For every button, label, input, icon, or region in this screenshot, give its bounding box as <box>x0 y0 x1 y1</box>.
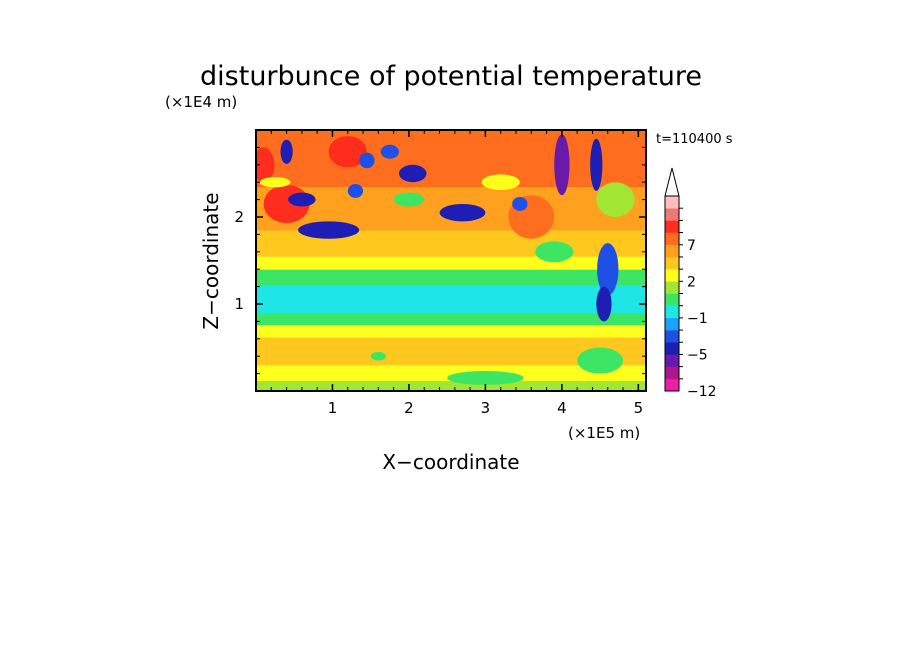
colorbar-swatch <box>665 196 679 209</box>
contour-features <box>256 130 635 385</box>
x-tick-label: 2 <box>404 399 414 417</box>
contour-feature <box>347 183 364 198</box>
contour-feature <box>481 174 520 191</box>
contour-band <box>256 380 646 391</box>
contour-band <box>256 324 646 338</box>
colorbar-swatch <box>665 232 679 246</box>
y-tick-label: 2 <box>234 208 244 226</box>
contour-feature <box>535 241 574 263</box>
y-unit-label: (×1E4 m) <box>165 93 237 111</box>
contour-feature <box>370 351 386 361</box>
contour-feature <box>554 134 570 196</box>
contour-feature <box>439 203 486 222</box>
colorbar-label: −5 <box>687 347 708 363</box>
colorbar-label: 7 <box>687 238 696 254</box>
colorbar-swatch <box>665 342 679 355</box>
contour-feature <box>280 139 293 164</box>
colorbar-label: 2 <box>687 274 696 290</box>
colorbar-swatch <box>665 354 679 367</box>
contour-band <box>256 256 646 270</box>
colorbar-swatch <box>665 208 679 221</box>
colorbar-swatch <box>665 317 679 331</box>
contour-feature <box>393 192 425 207</box>
y-axis-label: Z−coordinate <box>199 192 223 329</box>
plot-area <box>256 130 646 391</box>
contour-feature <box>597 243 619 296</box>
chart-title: disturbunce of potential temperature <box>200 61 702 92</box>
colorbar-swatch <box>665 244 679 258</box>
contour-band <box>256 364 646 382</box>
colorbar-swatch <box>665 366 679 380</box>
colorbar-swatch <box>665 269 679 282</box>
x-axis-ticks: 1 2 3 4 5 <box>270 130 644 417</box>
x-tick-label: 1 <box>328 399 338 417</box>
colorbar-label: −1 <box>687 311 708 327</box>
plot-frame <box>255 129 647 392</box>
colorbar-swatch <box>665 293 679 306</box>
colorbar-extend-arrow <box>664 167 680 197</box>
y-axis-ticks: 12 <box>234 146 646 375</box>
x-unit-label: (×1E5 m) <box>568 424 640 442</box>
x-axis-label: X−coordinate <box>382 450 519 474</box>
colorbar-swatch <box>665 330 679 343</box>
x-tick-label: 4 <box>557 399 567 417</box>
x-tick-label: 3 <box>481 399 491 417</box>
contour-band <box>256 312 646 326</box>
contour-feature <box>447 370 524 385</box>
colorbar-swatch <box>665 281 679 294</box>
contour-feature <box>596 182 635 218</box>
contour-band <box>256 284 646 314</box>
x-tick-label: 5 <box>634 399 644 417</box>
colorbar-swatch <box>665 378 679 392</box>
contour-feature <box>259 176 291 188</box>
contour-feature <box>590 138 603 191</box>
contour-feature <box>577 347 624 374</box>
contour-feature <box>256 147 275 183</box>
contour-feature <box>288 192 316 207</box>
colorbar-swatch <box>665 305 679 319</box>
contour-feature <box>298 221 360 239</box>
time-label: t=110400 s <box>656 132 733 147</box>
contour-feature <box>380 144 399 159</box>
contour-feature <box>328 136 367 168</box>
contour-feature <box>359 152 375 169</box>
contour-band <box>256 269 646 286</box>
contour-feature <box>512 196 528 211</box>
colorbar: −12−5−127 <box>664 167 717 400</box>
colorbar-label: −12 <box>687 384 717 400</box>
contour-feature <box>443 130 513 165</box>
contour-feature <box>596 286 612 322</box>
y-tick-label: 1 <box>234 295 244 313</box>
contour-feature <box>399 164 427 183</box>
colorbar-swatch <box>665 256 679 270</box>
colorbar-swatch <box>665 220 679 233</box>
